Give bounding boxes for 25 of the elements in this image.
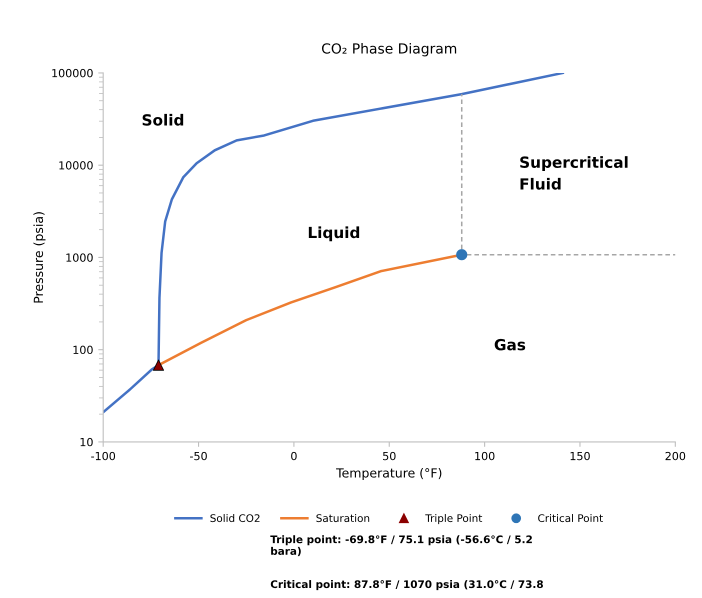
y-tick-label: 1000 [66,253,93,262]
x-tick-label: 200 [666,452,686,460]
x-tick-label: -100 [91,452,116,460]
y-tick-label: 100 [73,346,93,354]
text: Triple point: -69.8°F / 75.1 psia (-56.6°C / 5.2 bara) [270,535,532,556]
y-tick-label: 100000 [52,68,93,78]
x-tick-label: 150 [570,452,590,460]
text: Critical point: 87.8°F / 1070 psia (31.0°C / 73.8 [270,580,543,590]
x-tick-label: 100 [475,452,494,460]
annotation: Gas [494,338,526,350]
annotation: Liquid [308,226,360,242]
y-tick-label: 10 [80,438,93,446]
y-axis-title: Pressure (psia) [33,212,46,303]
legend-label: Triple Point [425,514,482,524]
y-tick-label: 10000 [59,161,93,170]
x-tick-label: 0 [291,452,297,460]
legend-label: Critical Point [538,514,603,522]
annotation: Solid [142,114,184,126]
x-axis-title: Temperature (°F) [336,468,442,480]
annotation: Supercritical Fluid [520,156,628,190]
legend-label: Solid CO2 [210,514,260,522]
chart-title: CO₂ Phase Diagram [322,42,456,56]
legend-label: Saturation [316,514,370,522]
x-tick-label: 50 [383,452,396,460]
x-tick-label: -50 [190,452,207,460]
